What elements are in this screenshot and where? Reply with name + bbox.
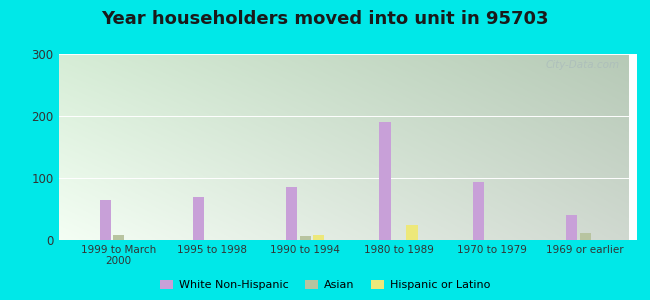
Bar — [113, 235, 124, 240]
Bar — [380, 122, 391, 240]
Bar — [193, 196, 204, 240]
Text: City-Data.com: City-Data.com — [545, 60, 619, 70]
Text: Year householders moved into unit in 95703: Year householders moved into unit in 957… — [101, 11, 549, 28]
Bar — [566, 215, 577, 240]
Bar — [99, 200, 111, 240]
Legend: White Non-Hispanic, Asian, Hispanic or Latino: White Non-Hispanic, Asian, Hispanic or L… — [155, 275, 495, 294]
Bar — [473, 182, 484, 240]
Bar — [286, 187, 297, 240]
Bar — [406, 224, 417, 240]
Bar — [300, 236, 311, 240]
Bar — [580, 232, 591, 240]
Bar — [313, 235, 324, 240]
